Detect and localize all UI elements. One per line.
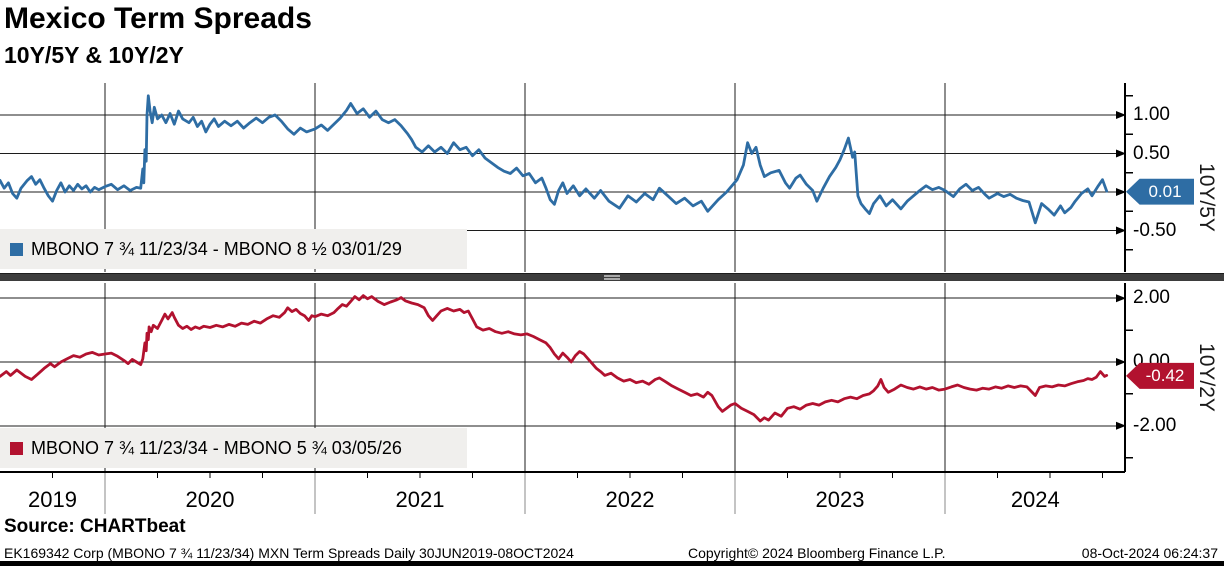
copyright-text: Copyright© 2024 Bloomberg Finance L.P. bbox=[688, 545, 946, 561]
y-tick-label: 2.00 bbox=[1133, 287, 1170, 309]
gridline-arrowhead bbox=[1116, 421, 1126, 430]
legend-bottom-panel: MBONO 7 ¾ 11/23/34 - MBONO 5 ¾ 03/05/26 bbox=[0, 428, 467, 468]
divider-grip-icon[interactable] bbox=[604, 275, 620, 277]
x-tick-label: 2019 bbox=[28, 487, 77, 512]
gridline-arrowhead bbox=[1116, 226, 1126, 235]
gridline-arrowhead bbox=[1116, 358, 1126, 366]
gridline-arrowhead bbox=[1116, 188, 1126, 196]
gridline-arrowhead bbox=[1116, 111, 1126, 119]
last-value-tag-top: 0.01 bbox=[1126, 178, 1194, 205]
y-tick-label: 1.00 bbox=[1133, 104, 1170, 125]
source-line: Source: CHARTbeat bbox=[4, 516, 186, 537]
y-tick-label: -2.00 bbox=[1133, 414, 1177, 436]
x-tick-label: 2024 bbox=[1010, 487, 1060, 512]
security-description: EK169342 Corp (MBONO 7 ¾ 11/23/34) MXN T… bbox=[4, 545, 574, 561]
window-bottom-edge bbox=[0, 561, 1224, 566]
y-tick-label: -0.50 bbox=[1133, 219, 1177, 241]
panel-divider[interactable] bbox=[0, 273, 1224, 281]
timestamp: 08-Oct-2024 06:24:37 bbox=[1081, 545, 1218, 561]
legend-top-panel: MBONO 7 ¾ 11/23/34 - MBONO 8 ½ 03/01/29 bbox=[0, 229, 467, 269]
chart-title: Mexico Term Spreads bbox=[4, 2, 312, 35]
gridline-arrowhead bbox=[1116, 294, 1126, 303]
x-tick-label: 2021 bbox=[395, 487, 445, 512]
x-tick-label: 2020 bbox=[185, 487, 235, 512]
legend-swatch-blue bbox=[10, 242, 23, 256]
legend-swatch-red bbox=[10, 441, 23, 455]
divider-grip-icon[interactable] bbox=[604, 278, 620, 280]
chart-subtitle: 10Y/5Y & 10Y/2Y bbox=[4, 42, 184, 68]
x-tick-label: 2022 bbox=[605, 487, 655, 512]
x-tick-label: 2023 bbox=[815, 487, 865, 512]
series-line-bottom bbox=[0, 294, 1109, 423]
legend-label-bottom: MBONO 7 ¾ 11/23/34 - MBONO 5 ¾ 03/05/26 bbox=[31, 437, 402, 458]
y-tick-label: 0.50 bbox=[1133, 142, 1170, 164]
gridline-arrowhead bbox=[1116, 149, 1126, 158]
legend-label-top: MBONO 7 ¾ 11/23/34 - MBONO 8 ½ 03/01/29 bbox=[31, 238, 402, 259]
series-line-top bbox=[0, 94, 1109, 225]
last-value-tag-bottom: -0.42 bbox=[1126, 362, 1194, 389]
